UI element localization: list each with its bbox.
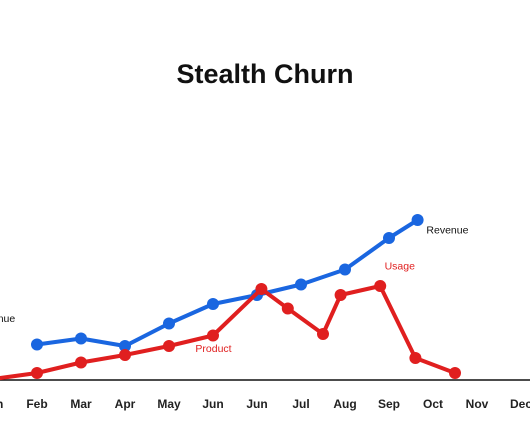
revenue-data-point [383,232,395,244]
usage-data-point [75,356,87,369]
usage-data-point [317,328,329,340]
x-tick-label: Nov [466,397,489,411]
x-tick-label: Jun [202,397,223,411]
revenue-data-point [411,214,424,226]
annotation-label: Revenue [426,225,468,237]
usage-data-point [409,352,422,364]
revenue-data-point [31,338,43,351]
revenue-data-point [339,263,351,276]
x-tick-labels: Jan Feb Mar Apr May Jun Jun Jul Aug Sep Oct Nov Dec [0,397,530,411]
usage-data-point [374,280,387,292]
usage-data-point [334,289,347,301]
x-tick-label: Jun [246,397,267,411]
x-tick-label: Dec [510,397,530,411]
revenue-data-point [207,298,219,310]
usage-data-point [163,340,175,352]
x-tick-label: Sep [378,397,400,411]
usage-data-point [119,349,131,361]
annotation-label: Revenue [0,313,15,325]
x-tick-label: Mar [70,397,92,411]
usage-data-point [449,367,461,379]
revenue-data-point [163,317,175,330]
annotation-label: Product [195,343,231,355]
x-tick-label: Oct [423,397,443,411]
usage-data-point [31,367,43,379]
x-tick-label: May [157,397,181,411]
x-tick-label: Jan [0,397,3,411]
x-tick-label: Jul [292,397,309,411]
chart-title: Stealth Churn [176,59,353,89]
usage-data-point [281,302,294,315]
revenue-data-point [119,340,131,352]
revenue-data-point [295,278,307,291]
annotations: Revenue Usage Revenue Product [0,225,469,356]
revenue-series-line [35,218,420,348]
usage-data-point [207,329,219,342]
x-tick-label: Apr [115,397,136,411]
x-tick-label: Feb [26,397,47,411]
usage-data-point [255,283,268,295]
revenue-data-point [75,332,87,345]
x-tick-label: Aug [333,397,356,411]
annotation-label: Usage [385,261,416,273]
series-layer [0,214,461,381]
